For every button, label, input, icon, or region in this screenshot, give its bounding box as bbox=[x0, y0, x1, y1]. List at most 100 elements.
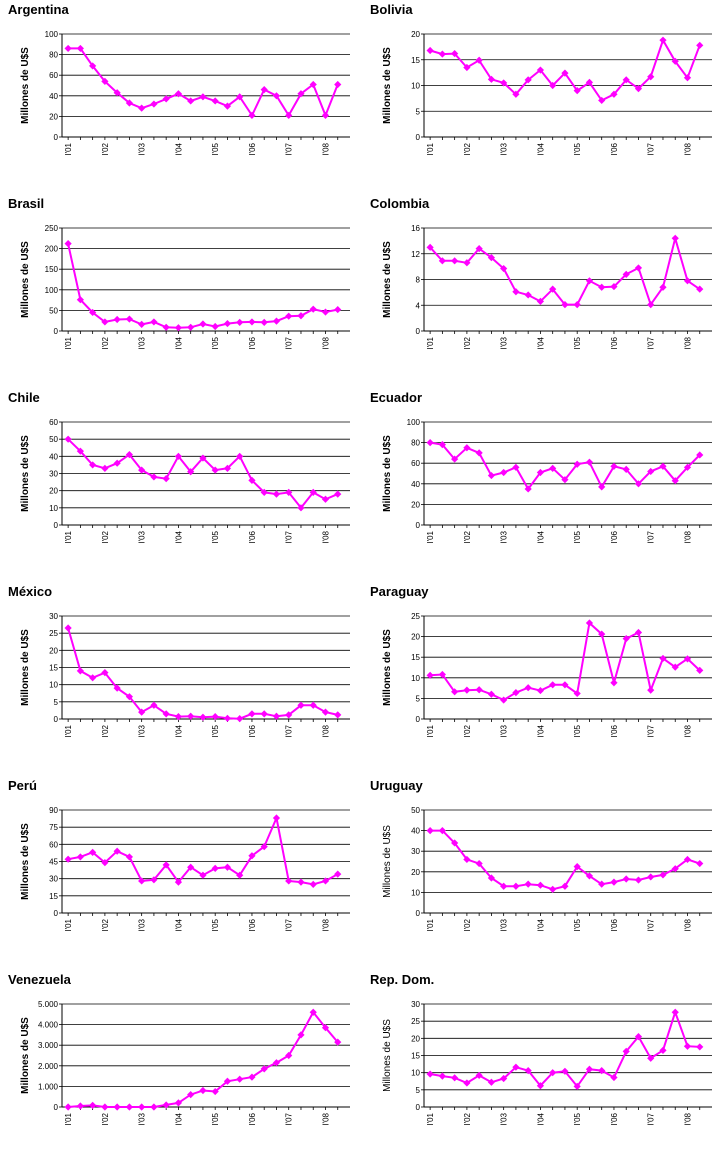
data-point bbox=[622, 875, 630, 883]
y-tick-label: 40 bbox=[411, 827, 420, 836]
x-tick-label: I'05 bbox=[211, 1112, 220, 1125]
data-point bbox=[138, 877, 146, 885]
data-point bbox=[696, 1043, 704, 1051]
x-tick-label: I'05 bbox=[211, 336, 220, 349]
x-tick-label: I'03 bbox=[138, 1112, 147, 1125]
data-point bbox=[500, 468, 508, 477]
data-point bbox=[487, 690, 496, 698]
x-tick-label: I'05 bbox=[573, 530, 582, 543]
y-tick-label: 0 bbox=[416, 133, 421, 142]
y-tick-label: 5 bbox=[54, 698, 59, 707]
data-point bbox=[463, 63, 471, 72]
data-point bbox=[475, 449, 483, 457]
data-point bbox=[211, 1087, 219, 1096]
x-tick-label: I'04 bbox=[174, 1112, 183, 1125]
data-point bbox=[610, 679, 618, 687]
data-point bbox=[524, 684, 532, 692]
data-point bbox=[113, 847, 121, 855]
chart-title: México bbox=[8, 584, 53, 599]
y-axis-label: Millones de U$S bbox=[382, 1019, 393, 1092]
data-point bbox=[622, 635, 630, 643]
data-point bbox=[451, 257, 459, 265]
chart-svg: 0 1.000 2.000 3.000 4.000 5.000 I'01 I'02 I'03 I'… bbox=[20, 1000, 350, 1126]
data-point bbox=[647, 686, 655, 694]
data-point bbox=[634, 84, 643, 93]
data-point bbox=[138, 1103, 146, 1111]
data-point bbox=[334, 711, 342, 719]
data-point bbox=[463, 1079, 471, 1087]
y-tick-label: 0 bbox=[54, 1103, 59, 1112]
x-tick-label: I'06 bbox=[248, 530, 257, 543]
data-point bbox=[125, 99, 134, 107]
x-tick-label: I'06 bbox=[248, 142, 257, 155]
x-tick-label: I'08 bbox=[321, 724, 330, 737]
data-point bbox=[438, 50, 446, 58]
chart-title: Venezuela bbox=[8, 972, 71, 987]
data-point bbox=[451, 49, 459, 58]
data-point bbox=[101, 1103, 109, 1111]
data-point bbox=[585, 277, 594, 285]
data-point bbox=[696, 859, 704, 868]
x-tick-label: I'05 bbox=[573, 336, 582, 349]
x-tick-label: I'04 bbox=[536, 530, 545, 543]
data-point bbox=[174, 712, 183, 721]
data-point bbox=[659, 1046, 667, 1054]
data-point bbox=[696, 451, 704, 459]
chart-panel-11: Rep. Dom. 0 5 10 15 20 25 30 I'01 I'02 I'03 I'04 I'0… bbox=[362, 970, 717, 1162]
y-axis-label: Millones de U$S bbox=[382, 47, 393, 124]
y-tick-label: 40 bbox=[49, 92, 58, 101]
x-tick-label: I'06 bbox=[610, 1112, 619, 1125]
data-point bbox=[536, 297, 545, 305]
chart-svg: 0 50 100 150 200 250 I'01 I'02 I'03 I'04 I'05 I'06 I… bbox=[20, 224, 350, 350]
data-point bbox=[426, 439, 434, 447]
data-point bbox=[647, 301, 655, 309]
series-line bbox=[67, 243, 338, 329]
chart-panel-0: Argentina 0 20 40 60 80 100 I'01 I'02 I'03 I'04 I'0… bbox=[0, 0, 355, 192]
data-point bbox=[260, 1065, 268, 1073]
data-point bbox=[223, 102, 232, 110]
y-axis-label: Millones de U$S bbox=[20, 435, 31, 512]
data-point bbox=[236, 1075, 244, 1083]
x-tick-label: I'01 bbox=[426, 142, 435, 155]
data-point bbox=[89, 1101, 97, 1109]
y-tick-label: 250 bbox=[45, 224, 59, 233]
x-tick-label: I'06 bbox=[610, 724, 619, 737]
x-tick-label: I'08 bbox=[683, 336, 692, 349]
y-axis-label: Millones de U$S bbox=[20, 1017, 31, 1094]
y-tick-label: 4 bbox=[416, 301, 421, 310]
y-axis-label: Millones de U$S bbox=[382, 629, 393, 706]
x-tick-label: I'06 bbox=[610, 530, 619, 543]
data-point bbox=[536, 66, 545, 74]
y-tick-label: 3.000 bbox=[38, 1041, 59, 1050]
chart-title: Argentina bbox=[8, 2, 69, 17]
y-axis-label: Millones de U$S bbox=[382, 435, 393, 512]
y-tick-label: 10 bbox=[411, 674, 420, 683]
data-point bbox=[426, 46, 434, 55]
x-tick-label: I'05 bbox=[211, 918, 220, 931]
y-tick-label: 1.000 bbox=[38, 1082, 59, 1091]
data-point bbox=[671, 234, 679, 242]
data-point bbox=[248, 111, 256, 119]
y-tick-label: 12 bbox=[411, 250, 420, 259]
x-tick-label: I'08 bbox=[683, 530, 692, 543]
chart-title: Brasil bbox=[8, 196, 45, 211]
chart-svg: 0 10 20 30 40 50 I'01 I'02 I'03 I'04 I'05 I'06 I'07 I… bbox=[382, 806, 712, 932]
chart-svg: 0 5 10 15 20 25 30 I'01 I'02 I'03 I'04 I'05 I'06 I'07… bbox=[382, 1000, 712, 1126]
x-tick-label: I'07 bbox=[647, 530, 656, 543]
x-tick-label: I'04 bbox=[536, 918, 545, 931]
data-point bbox=[138, 320, 146, 329]
y-tick-label: 100 bbox=[45, 30, 59, 39]
data-point bbox=[236, 871, 244, 879]
data-point bbox=[500, 882, 508, 890]
y-tick-label: 8 bbox=[416, 276, 421, 285]
y-tick-label: 0 bbox=[416, 327, 421, 336]
x-tick-label: I'03 bbox=[500, 336, 509, 349]
chart-panel-7: Paraguay 0 5 10 15 20 25 I'01 I'02 I'03 I'04 I'05 I'… bbox=[362, 582, 717, 774]
y-tick-label: 60 bbox=[49, 840, 58, 849]
x-tick-label: I'02 bbox=[463, 530, 472, 543]
y-tick-label: 90 bbox=[49, 806, 58, 815]
data-point bbox=[199, 93, 207, 101]
y-tick-label: 10 bbox=[411, 1069, 420, 1078]
chart-title: Perú bbox=[8, 778, 37, 793]
data-point bbox=[76, 853, 84, 861]
